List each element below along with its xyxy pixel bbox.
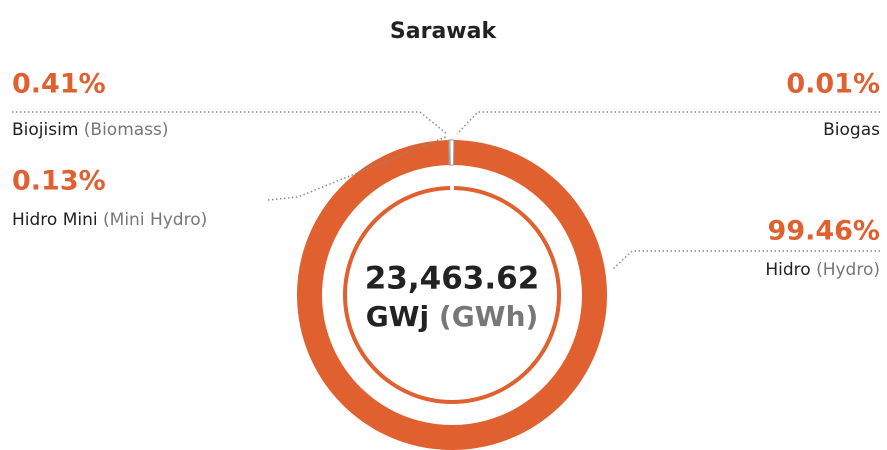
leader-line <box>456 111 880 135</box>
value-label: 0.13% <box>12 166 106 197</box>
category-name: Hidro <box>765 260 810 280</box>
center-value: 23,463.62 <box>365 261 540 297</box>
inner-ring-gap <box>450 184 454 192</box>
value-label: 0.41% <box>12 69 106 100</box>
category-translation: (Mini Hydro) <box>103 210 207 230</box>
leader-line <box>611 250 880 271</box>
center-unit-translation: (GWh) <box>439 300 538 333</box>
category-name: Hidro Mini <box>12 210 98 230</box>
center-unit: GWj (GWh) <box>366 300 539 333</box>
category-label: Biojisim (Biomass) <box>12 120 169 140</box>
center-unit-text: GWj <box>366 300 429 333</box>
donut-slice <box>449 139 455 166</box>
category-translation: (Biomass) <box>84 120 169 140</box>
value-label: 99.46% <box>768 216 880 247</box>
leader-line <box>12 111 448 135</box>
inner-ring <box>343 184 561 404</box>
category-name: Biojisim <box>12 120 78 140</box>
category-translation: (Hydro) <box>816 260 880 280</box>
category-label: Hidro (Hydro) <box>765 260 880 280</box>
category-name: Biogas <box>823 120 880 140</box>
category-label: Biogas <box>823 120 880 140</box>
value-label: 0.01% <box>786 69 880 100</box>
chart-title: Sarawak <box>390 19 498 44</box>
category-label: Hidro Mini (Mini Hydro) <box>12 210 207 230</box>
